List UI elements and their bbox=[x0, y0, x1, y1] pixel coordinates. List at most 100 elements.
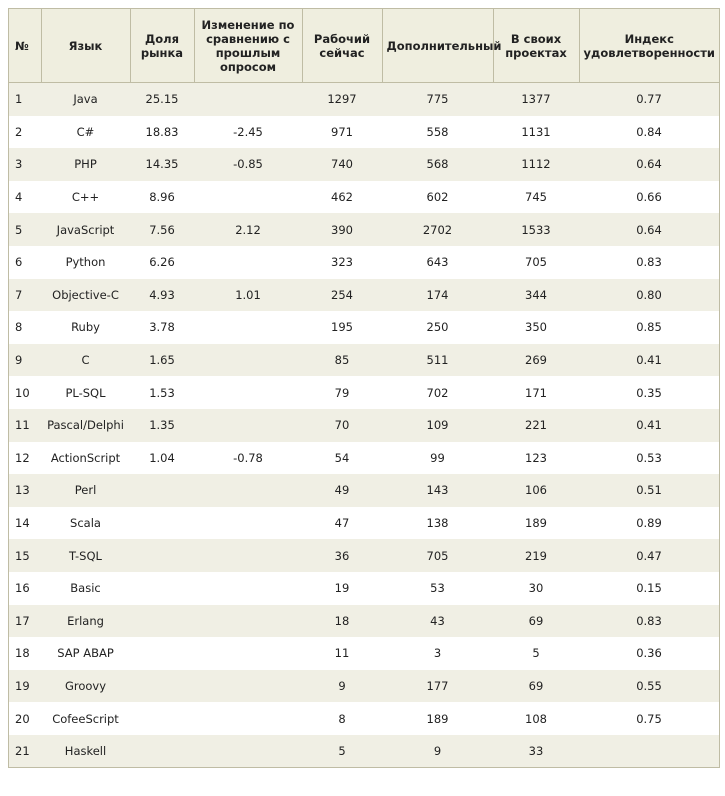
cell-satisfaction: 0.41 bbox=[579, 408, 719, 442]
cell-language: PL-SQL bbox=[41, 376, 130, 409]
cell-satisfaction: 0.64 bbox=[579, 148, 719, 181]
cell-number: 12 bbox=[9, 441, 41, 475]
cell-own-projects: 344 bbox=[493, 278, 579, 312]
cell-satisfaction: 0.85 bbox=[579, 311, 719, 344]
cell-market-share bbox=[130, 539, 194, 572]
cell-satisfaction: 0.53 bbox=[579, 441, 719, 475]
cell-working-now: 11 bbox=[302, 637, 382, 670]
cell-number: 18 bbox=[9, 637, 41, 670]
cell-market-share: 6.26 bbox=[130, 245, 194, 279]
cell-additional: 189 bbox=[382, 702, 493, 735]
cell-market-share bbox=[130, 669, 194, 703]
cell-language: CofeeScript bbox=[41, 702, 130, 735]
cell-language: C bbox=[41, 343, 130, 377]
table-row: 16 Basic 19 53 30 0.15 bbox=[9, 571, 719, 605]
table-row: 14 Scala 47 138 189 0.89 bbox=[9, 506, 719, 540]
cell-own-projects: 1533 bbox=[493, 213, 579, 246]
language-stats-table: № Язык Доля рынка Изменение по сравнению… bbox=[9, 9, 719, 768]
cell-additional: 109 bbox=[382, 408, 493, 442]
cell-satisfaction: 0.89 bbox=[579, 506, 719, 540]
language-table-container: № Язык Доля рынка Изменение по сравнению… bbox=[8, 8, 720, 769]
cell-language: Scala bbox=[41, 506, 130, 540]
cell-working-now: 462 bbox=[302, 180, 382, 214]
cell-additional: 568 bbox=[382, 148, 493, 181]
cell-own-projects: 219 bbox=[493, 539, 579, 572]
cell-working-now: 1297 bbox=[302, 82, 382, 116]
cell-market-share: 25.15 bbox=[130, 82, 194, 116]
cell-change: -2.45 bbox=[194, 115, 302, 149]
col-header-satisfaction: Индекс удовлетворенности bbox=[579, 9, 719, 83]
cell-additional: 705 bbox=[382, 539, 493, 572]
cell-working-now: 971 bbox=[302, 115, 382, 149]
cell-additional: 602 bbox=[382, 180, 493, 214]
cell-additional: 99 bbox=[382, 441, 493, 475]
table-row: 7 Objective-C 4.93 1.01 254 174 344 0.80 bbox=[9, 278, 719, 312]
cell-change bbox=[194, 376, 302, 409]
cell-change: 2.12 bbox=[194, 213, 302, 246]
cell-own-projects: 30 bbox=[493, 571, 579, 605]
cell-market-share: 8.96 bbox=[130, 180, 194, 214]
cell-own-projects: 269 bbox=[493, 343, 579, 377]
cell-market-share: 7.56 bbox=[130, 213, 194, 246]
cell-working-now: 195 bbox=[302, 311, 382, 344]
cell-change bbox=[194, 82, 302, 116]
cell-own-projects: 189 bbox=[493, 506, 579, 540]
cell-market-share bbox=[130, 571, 194, 605]
cell-working-now: 5 bbox=[302, 734, 382, 768]
cell-market-share: 1.53 bbox=[130, 376, 194, 409]
cell-additional: 511 bbox=[382, 343, 493, 377]
cell-working-now: 70 bbox=[302, 408, 382, 442]
cell-satisfaction: 0.84 bbox=[579, 115, 719, 149]
cell-number: 16 bbox=[9, 571, 41, 605]
col-header-number: № bbox=[9, 9, 42, 83]
cell-working-now: 79 bbox=[302, 376, 382, 409]
cell-change bbox=[194, 734, 302, 768]
cell-change bbox=[194, 180, 302, 214]
table-row: 9 C 1.65 85 511 269 0.41 bbox=[9, 343, 719, 377]
table-row: 10 PL-SQL 1.53 79 702 171 0.35 bbox=[9, 376, 719, 409]
cell-additional: 643 bbox=[382, 245, 493, 279]
cell-working-now: 254 bbox=[302, 278, 382, 312]
cell-own-projects: 221 bbox=[493, 408, 579, 442]
cell-language: Basic bbox=[41, 571, 130, 605]
table-row: 3 PHP 14.35 -0.85 740 568 1112 0.64 bbox=[9, 148, 719, 181]
cell-satisfaction: 0.36 bbox=[579, 637, 719, 670]
cell-working-now: 8 bbox=[302, 702, 382, 735]
table-row: 19 Groovy 9 177 69 0.55 bbox=[9, 669, 719, 703]
cell-additional: 138 bbox=[382, 506, 493, 540]
cell-satisfaction: 0.66 bbox=[579, 180, 719, 214]
cell-satisfaction: 0.47 bbox=[579, 539, 719, 572]
cell-language: Erlang bbox=[41, 604, 130, 638]
cell-number: 13 bbox=[9, 474, 41, 507]
cell-number: 19 bbox=[9, 669, 41, 703]
cell-language: SAP ABAP bbox=[41, 637, 130, 670]
cell-own-projects: 1377 bbox=[493, 82, 579, 116]
table-row: 12 ActionScript 1.04 -0.78 54 99 123 0.53 bbox=[9, 441, 719, 475]
cell-number: 15 bbox=[9, 539, 41, 572]
cell-additional: 9 bbox=[382, 734, 493, 768]
cell-additional: 250 bbox=[382, 311, 493, 344]
cell-change bbox=[194, 506, 302, 540]
cell-working-now: 85 bbox=[302, 343, 382, 377]
cell-own-projects: 69 bbox=[493, 669, 579, 703]
cell-market-share bbox=[130, 506, 194, 540]
col-header-language: Язык bbox=[41, 9, 131, 83]
cell-own-projects: 171 bbox=[493, 376, 579, 409]
table-row: 4 C++ 8.96 462 602 745 0.66 bbox=[9, 180, 719, 214]
cell-language: Python bbox=[41, 245, 130, 279]
table-row: 5 JavaScript 7.56 2.12 390 2702 1533 0.64 bbox=[9, 213, 719, 246]
cell-number: 9 bbox=[9, 343, 41, 377]
cell-satisfaction: 0.77 bbox=[579, 82, 719, 116]
cell-satisfaction: 0.41 bbox=[579, 343, 719, 377]
cell-satisfaction: 0.83 bbox=[579, 245, 719, 279]
cell-additional: 775 bbox=[382, 82, 493, 116]
cell-change bbox=[194, 669, 302, 703]
cell-satisfaction: 0.15 bbox=[579, 571, 719, 605]
cell-number: 17 bbox=[9, 604, 41, 638]
cell-satisfaction: 0.55 bbox=[579, 669, 719, 703]
cell-market-share: 18.83 bbox=[130, 115, 194, 149]
table-row: 20 CofeeScript 8 189 108 0.75 bbox=[9, 702, 719, 735]
table-row: 13 Perl 49 143 106 0.51 bbox=[9, 474, 719, 507]
cell-working-now: 9 bbox=[302, 669, 382, 703]
cell-market-share bbox=[130, 734, 194, 768]
